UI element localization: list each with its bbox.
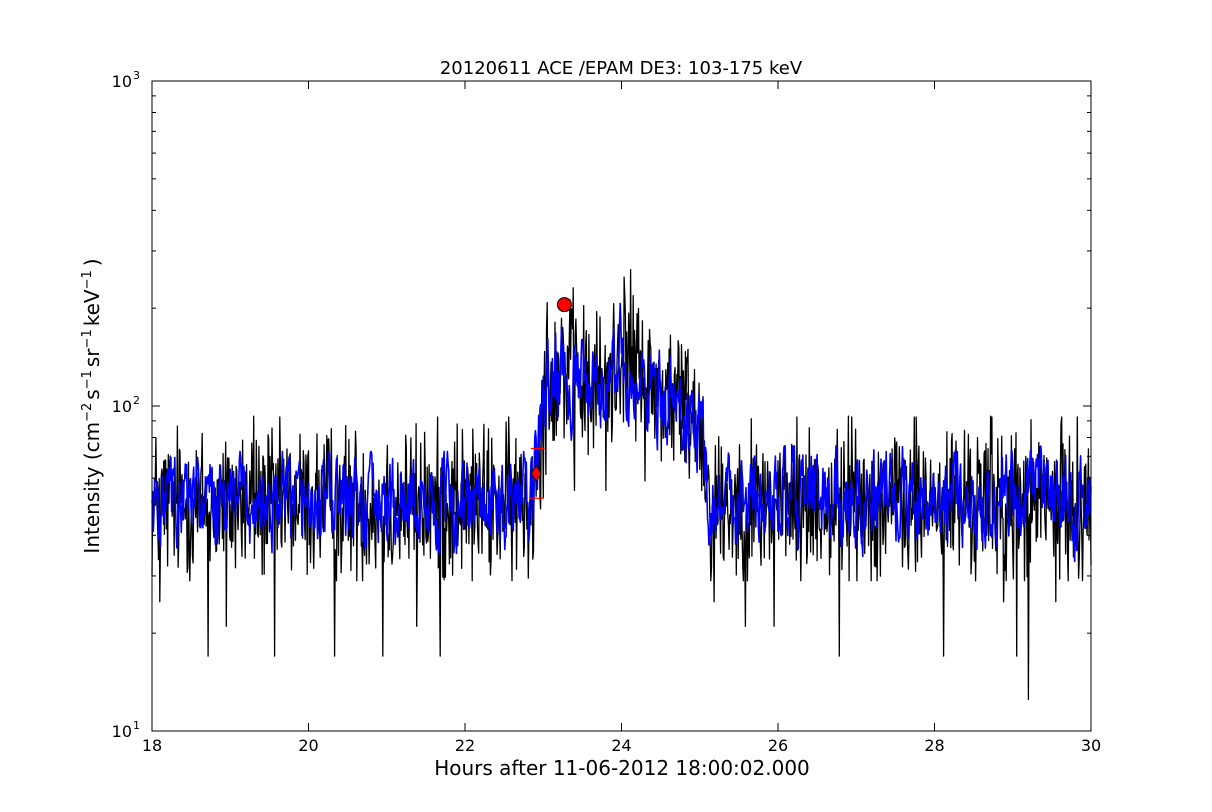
y-tick-label-exponent: 3 [133,69,140,82]
y-axis-label: Intensity (cm−2s−1sr−1keV−1) [80,258,104,553]
y-axis-label-mid3: keV [80,289,104,326]
x-tick-label: 26 [768,736,788,755]
x-tick-label: 28 [924,736,944,755]
y-tick-label: 10 [112,397,132,416]
chart-title: 20120611 ACE /EPAM DE3: 103-175 keV [440,58,803,79]
series-line-smoothed [151,302,1092,563]
y-axis-label-suffix: ) [80,258,104,266]
y-tick-label: 10 [112,722,132,741]
plot-area [151,80,1092,732]
x-tick-label: 30 [1081,736,1101,755]
y-tick-label: 10 [112,72,132,91]
x-axis-label: Hours after 11-06-2012 18:00:02.000 [434,756,810,780]
marker-layer [529,297,572,499]
x-tick-label: 24 [611,736,631,755]
y-axis-label-sup2: −1 [80,370,95,389]
x-tick-label: 20 [298,736,318,755]
y-axis-label-prefix: Intensity (cm [80,422,104,554]
peak-marker-circle [556,297,572,313]
y-tick-label-exponent: 2 [133,394,140,407]
y-axis-label-mid2: sr [80,348,104,367]
x-tick-label: 22 [455,736,475,755]
y-axis-label-sup1: −2 [80,403,95,422]
y-tick-label-exponent: 1 [133,719,140,732]
y-axis-label-sup4: −1 [80,270,95,289]
series-layer [151,268,1092,701]
x-tick-label: 18 [142,736,162,755]
onset-marker-diamond [530,464,542,483]
y-axis-label-mid1: s [80,389,104,399]
y-axis-label-sup3: −1 [80,329,95,348]
x-axis: 18 20 22 24 26 28 30 [142,81,1101,755]
plot-background [152,81,1091,731]
